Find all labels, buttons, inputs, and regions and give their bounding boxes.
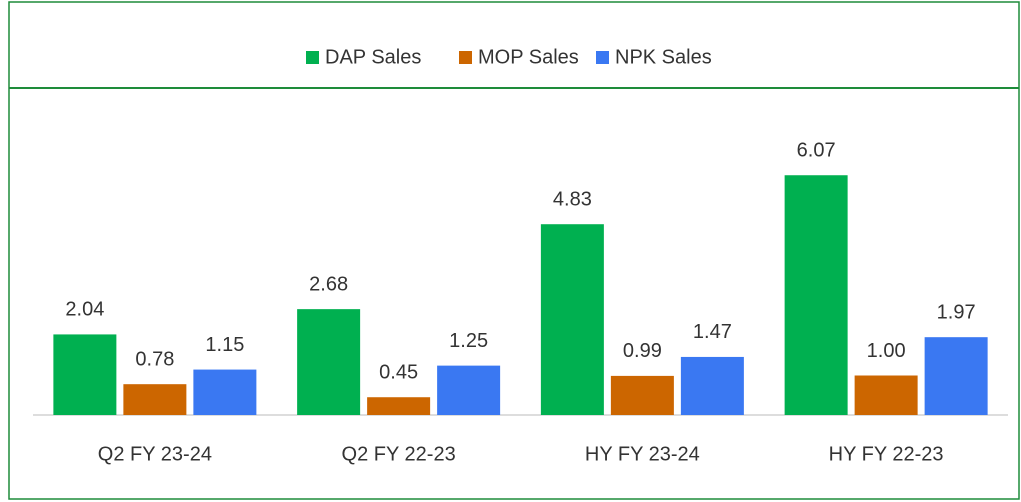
x-tick-label: Q2 FY 22-23	[342, 443, 456, 465]
chart-border	[8, 1, 1020, 500]
data-label: 4.83	[553, 188, 592, 210]
data-label: 0.78	[135, 348, 174, 370]
bar	[437, 365, 501, 415]
bar	[680, 356, 744, 415]
legend-label: NPK Sales	[615, 46, 712, 68]
data-label: 1.15	[205, 334, 244, 356]
x-tick-label: HY FY 22-23	[829, 443, 944, 465]
legend-swatch	[596, 51, 609, 64]
data-label: 0.99	[623, 340, 662, 362]
data-label: 1.97	[937, 301, 976, 323]
bar	[924, 337, 988, 415]
legend-swatch	[459, 51, 472, 64]
data-label: 1.47	[693, 321, 732, 343]
bar	[297, 309, 361, 415]
bar	[854, 375, 918, 415]
bar	[193, 369, 257, 415]
bar	[367, 397, 431, 415]
bar	[53, 334, 117, 415]
legend-label: DAP Sales	[325, 46, 421, 68]
bar	[540, 224, 604, 415]
data-label: 0.45	[379, 362, 418, 384]
legend-swatch	[306, 51, 319, 64]
data-label: 1.25	[449, 330, 488, 352]
bar	[610, 375, 674, 415]
x-tick-label: HY FY 23-24	[585, 443, 700, 465]
data-label: 1.00	[867, 340, 906, 362]
bar	[784, 175, 848, 415]
data-label: 6.07	[797, 140, 836, 162]
data-label: 2.68	[309, 273, 348, 295]
bar	[123, 384, 187, 415]
data-label: 2.04	[65, 299, 104, 321]
x-tick-label: Q2 FY 23-24	[98, 443, 212, 465]
legend-label: MOP Sales	[478, 46, 579, 68]
